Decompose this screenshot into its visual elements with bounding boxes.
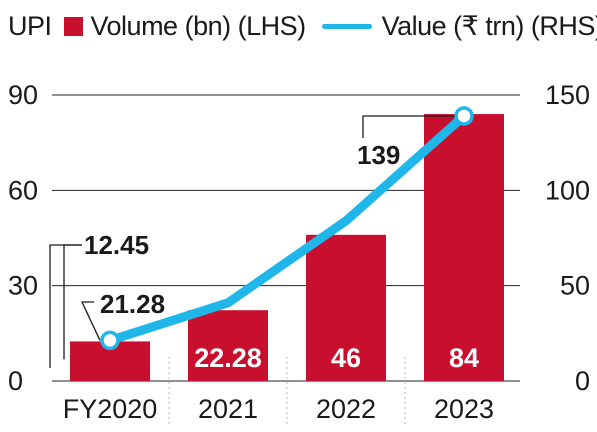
legend-title: UPI (8, 10, 52, 41)
right-tick-label: 100 (545, 175, 590, 205)
legend-line-swatch (321, 23, 372, 29)
left-tick-label: 0 (8, 366, 23, 396)
line-value-callout: 21.28 (100, 289, 165, 319)
right-axis-ticks: 0 50 100 150 (545, 80, 590, 396)
callouts: 12.45 21.28 139 (49, 115, 456, 368)
x-tick-label: FY2020 (63, 394, 158, 424)
bar (424, 114, 504, 382)
value-line (100, 106, 474, 351)
line-point-marker (100, 330, 120, 351)
legend-value-label: Value (₹ trn) (RHS) (381, 10, 597, 41)
bar-value-callout: 12.45 (84, 230, 149, 260)
legend-item-value: Value (₹ trn) (RHS) (306, 11, 597, 42)
right-tick-label: 150 (545, 80, 590, 110)
bar (188, 310, 268, 381)
legend-bar-swatch (63, 16, 83, 36)
bar-value-label: 46 (331, 343, 361, 373)
bar (306, 234, 386, 381)
line-callout-leader (80, 301, 101, 341)
left-tick-label: 30 (8, 271, 38, 301)
left-axis-ticks: 0 30 60 90 (8, 80, 38, 396)
bar-value-label: 84 (449, 343, 479, 373)
legend-volume-label: Volume (bn) (LHS) (90, 10, 307, 41)
legend: UPI Volume (bn) (LHS) Value (₹ trn) (RHS… (8, 6, 597, 46)
right-tick-label: 0 (575, 366, 590, 396)
value-line-path (105, 111, 469, 345)
bar-labels: 22.28 46 84 (194, 343, 479, 373)
bar-callout-bracket (49, 244, 82, 368)
line-end-value-callout: 139 (357, 140, 400, 170)
x-tick-label: 2021 (198, 394, 258, 424)
line-end-callout-leader (362, 115, 456, 138)
legend-item-volume: Volume (bn) (LHS) (52, 11, 306, 42)
line-point-marker (454, 106, 474, 126)
left-tick-label: 60 (8, 175, 38, 205)
right-tick-label: 50 (560, 271, 590, 301)
x-tick-label: 2023 (434, 394, 494, 424)
bar-value-label: 22.28 (194, 343, 262, 373)
bars (70, 114, 504, 382)
x-axis-labels: FY2020 2021 2022 2023 (63, 394, 494, 424)
left-tick-label: 90 (8, 80, 38, 110)
x-tick-label: 2022 (316, 394, 376, 424)
category-separators (168, 357, 406, 425)
